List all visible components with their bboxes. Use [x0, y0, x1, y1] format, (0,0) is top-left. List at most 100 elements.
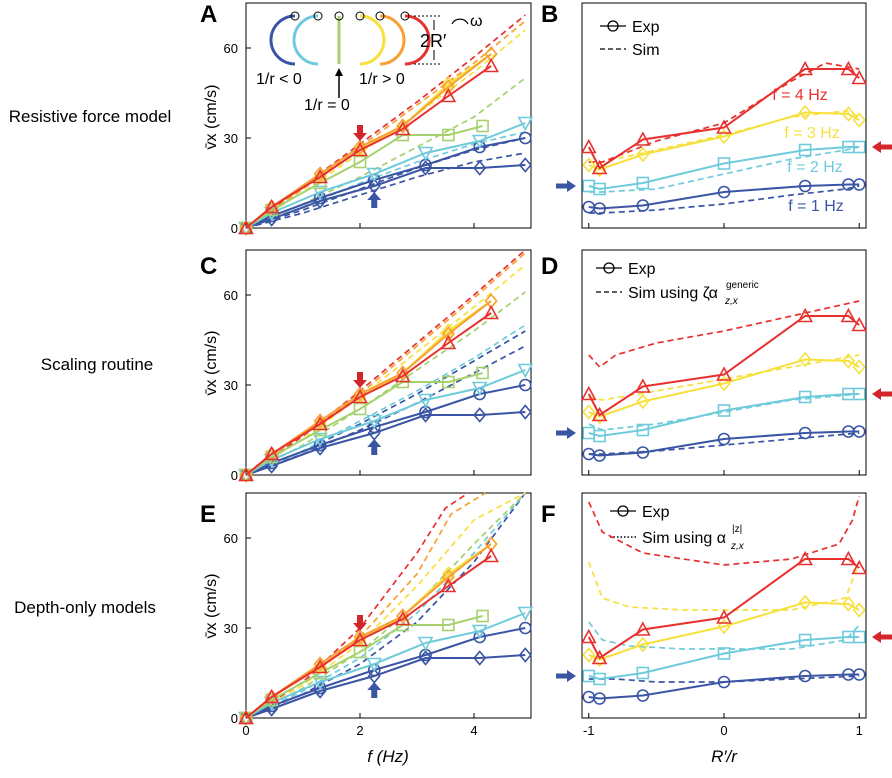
panel-C-series-0-marker-6 [518, 404, 532, 420]
panel-C-ytick-label-2: 60 [224, 288, 238, 303]
panel-A-series-5-marker-2 [313, 166, 327, 182]
panel-D-frame [581, 249, 867, 476]
y-axis-label-C: v̄x (cm/s) [203, 331, 220, 396]
panel-F-sim-line-2 [588, 561, 860, 611]
panel-F-series-2-marker-2 [636, 636, 650, 653]
panel-E-series-6-marker-0 [238, 709, 254, 725]
panel-B-series-3-marker-4 [797, 60, 813, 76]
panel-C-ytick-label-1: 30 [224, 378, 238, 393]
panel-E-series-5-marker-4 [396, 608, 410, 624]
panel-E-series-2-marker-2 [312, 675, 328, 691]
row-label-depth: Depth-only models [14, 598, 156, 617]
panel-D-series-3-marker-4 [797, 307, 813, 323]
panel-C-series-5-marker-2 [313, 413, 327, 429]
panel-E-series-5-marker-2 [313, 656, 327, 672]
panel-D-sim-line-0 [588, 432, 860, 455]
panel-B-series-0-marker-4 [798, 179, 812, 193]
legend-F-sub: z,x [730, 541, 745, 552]
inset-label-pos: 1/r > 0 [359, 71, 405, 88]
panel-C-series-6-marker-4 [394, 367, 411, 383]
x-axis-label-left: f (Hz) [367, 747, 409, 766]
panel-E-series-6-marker-4 [394, 610, 411, 626]
legend-B-sim: Sim [632, 42, 660, 59]
panel-B-frame [581, 2, 867, 229]
panel-B-series-1-marker-6 [852, 140, 866, 154]
panel-E-series-6-marker-2 [312, 658, 328, 674]
x-axis-label-right: R′/r [711, 747, 738, 766]
panel-C-frame [245, 249, 532, 476]
panel-E-series-6-marker-1 [263, 688, 280, 704]
freq-label-2hz: f = 2 Hz [787, 159, 843, 176]
panel-F-sim-line-0 [588, 675, 860, 683]
panel-C-series-3-marker-5 [442, 375, 455, 389]
panel-F-series-3-marker-4 [797, 550, 813, 566]
panel-F-series-0-marker-1 [593, 692, 606, 705]
panel-C-series-5-marker-5 [441, 326, 455, 342]
panel-C-series-0-marker-5 [473, 407, 487, 423]
panel-C-series-6-marker-2 [312, 415, 328, 431]
panel-A-frame [245, 2, 532, 229]
panel-D-series-1-line [588, 393, 860, 438]
panel-E-sim-line-2 [245, 492, 526, 719]
panel-F-arrow-1-icon [556, 670, 576, 682]
panel-F-series-3-marker-2 [635, 621, 651, 636]
panel-D-series-3-line [587, 315, 860, 417]
panel-D-series-2-marker-3 [717, 375, 731, 392]
panel-A-series-3-marker-5 [442, 128, 455, 142]
panel-E-series-3-marker-5 [442, 618, 455, 632]
panel-D-series-1-marker-4 [798, 390, 812, 404]
panel-E-sim-line-5 [245, 492, 469, 719]
panel-E-ytick-label-0: 0 [231, 711, 238, 726]
legend-F-sim: Sim using α [642, 530, 726, 547]
panel-E-sim-line-3 [245, 492, 526, 719]
panel-C-series-2-marker-3 [366, 414, 383, 430]
panel-B-series-2-marker-6 [852, 112, 866, 128]
panel-B-series-1-marker-1 [593, 182, 606, 196]
panel-E-arrow-0-icon [353, 615, 367, 631]
panel-D-series-0-marker-1 [593, 449, 606, 462]
panel-D-series-1-marker-6 [852, 387, 866, 401]
panel-D-series-1-marker-2 [636, 423, 650, 437]
y-axis-label-A: v̄x (cm/s) [203, 85, 220, 150]
panel-C-series-2-marker-5 [471, 381, 488, 397]
panel-C-ytick-label-0: 0 [231, 468, 238, 483]
panel-A-series-2-marker-3 [366, 167, 383, 183]
panel-F-series-3-marker-1 [591, 649, 608, 665]
panel-letter-B: B [541, 1, 558, 28]
panel-letter-D: D [541, 253, 558, 280]
panel-C-series-6-marker-3 [352, 388, 368, 404]
panel-A-ytick-label-0: 0 [231, 221, 238, 236]
panel-B-series-0-marker-6 [852, 178, 866, 191]
panel-B-arrow-0-icon [872, 141, 892, 153]
y-axis-label-E: v̄x (cm/s) [203, 574, 220, 639]
panel-E-series-6-marker-3 [352, 631, 368, 647]
panel-C-series-1-marker-6 [518, 378, 532, 392]
panel-D-series-2-marker-6 [852, 359, 866, 375]
panel-D-sim-line-2 [588, 354, 860, 401]
inset-omega-label: ω [470, 13, 483, 30]
legend-B: Exp Sim [600, 19, 660, 59]
panel-E-sim-line-4 [245, 492, 486, 719]
panel-D-series-3-marker-6 [851, 316, 868, 332]
panel-F-series-0-marker-3 [717, 675, 731, 689]
panel-D-series-0-marker-3 [717, 432, 731, 446]
panel-A-series-0-marker-5 [473, 160, 487, 176]
panel-C-series-5-marker-3 [353, 386, 367, 402]
panel-C-series-6-line [245, 312, 492, 476]
panel-F-series-1-marker-4 [798, 633, 812, 647]
panel-B-series-2-marker-3 [717, 128, 731, 145]
panel-F-series-1-marker-3 [717, 647, 731, 660]
panel-E-series-3-line [245, 615, 483, 719]
row-label-scaling: Scaling routine [41, 355, 153, 374]
panel-D-series-0-marker-2 [636, 446, 650, 459]
panel-B-series-2-marker-5 [841, 106, 855, 122]
panel-D-series-2-marker-0 [582, 404, 596, 420]
panel-F-series-1-line [588, 636, 860, 681]
panel-F-series-2-marker-0 [582, 647, 596, 663]
panel-E-series-2-marker-4 [417, 636, 434, 652]
panel-A-ytick-label-1: 30 [224, 131, 238, 146]
panel-F-series-0-marker-4 [798, 669, 812, 683]
panel-D-series-2-line [588, 358, 860, 418]
panel-E-ytick-label-1: 30 [224, 621, 238, 636]
inset-legs-diagram: 2R′ ω 1/r < 0 1/r > 0 1/r = 0 [256, 11, 483, 114]
